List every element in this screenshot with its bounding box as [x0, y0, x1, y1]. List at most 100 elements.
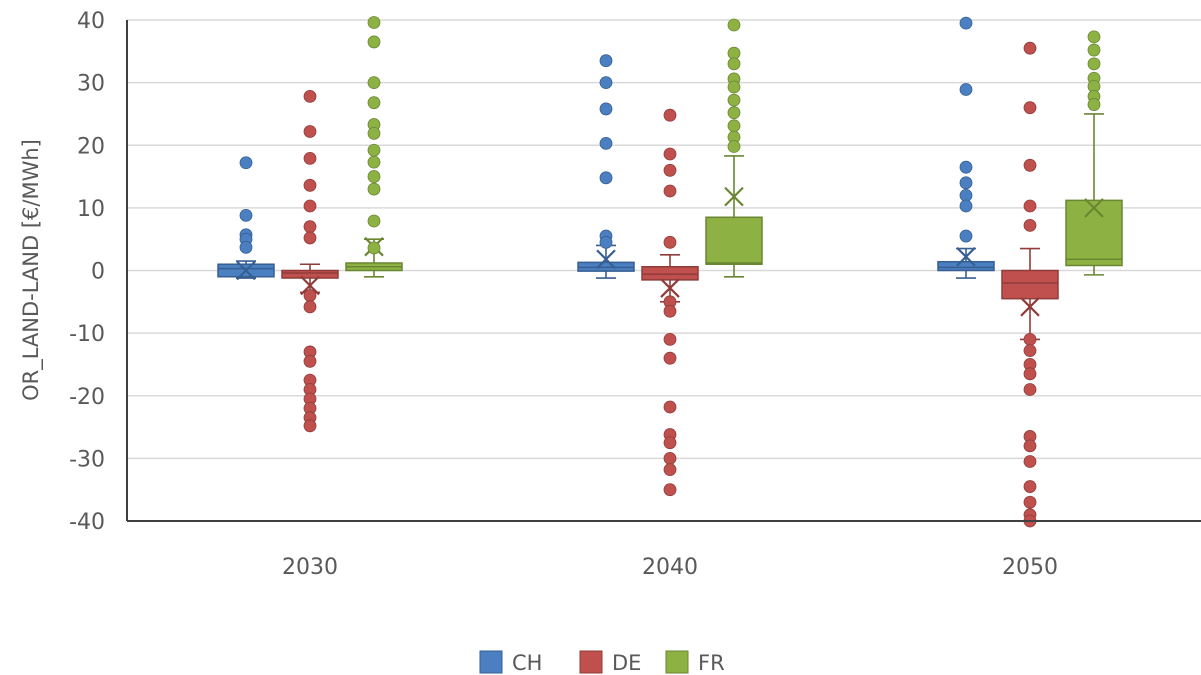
- y-tick-label: 10: [77, 197, 105, 222]
- outlier-point: [1023, 101, 1037, 115]
- gridlines: [127, 19, 1201, 460]
- outlier-point: [1023, 41, 1037, 55]
- mean-marker: [660, 278, 680, 298]
- outlier-point: [663, 400, 677, 414]
- outlier-point: [367, 182, 381, 196]
- outlier-point: [303, 199, 317, 213]
- mean-marker: [596, 249, 616, 270]
- outlier-point: [663, 184, 677, 198]
- outlier-point: [367, 214, 381, 228]
- outlier-point: [727, 80, 741, 94]
- outlier-point: [663, 108, 677, 122]
- outlier-point: [367, 126, 381, 140]
- outlier-point: [303, 231, 317, 245]
- legend-swatch: [579, 650, 603, 674]
- outlier-point: [663, 147, 677, 161]
- box-de-2050: [1001, 41, 1059, 528]
- box: [281, 269, 339, 279]
- outlier-point: [303, 289, 317, 302]
- box-fr-2050: [1065, 30, 1123, 276]
- outlier-point: [727, 46, 741, 60]
- y-tick-label: 0: [91, 260, 105, 285]
- box-fr-2040: [705, 18, 763, 278]
- legend-swatch: [665, 650, 689, 674]
- box: [1001, 269, 1059, 300]
- y-tick-label: -30: [69, 447, 105, 472]
- outlier-point: [1087, 43, 1101, 57]
- outlier-point: [959, 83, 973, 96]
- outlier-point: [663, 332, 677, 346]
- outlier-point: [239, 240, 253, 254]
- outlier-point: [367, 241, 381, 255]
- series-ch: [217, 16, 995, 281]
- outlier-point: [303, 125, 317, 138]
- legend-label: DE: [612, 651, 641, 675]
- outlier-point: [1023, 367, 1037, 381]
- outlier-point: [599, 54, 613, 68]
- outlier-point: [1023, 219, 1037, 232]
- box-ch-2040: [577, 54, 635, 279]
- x-tick-label: 2040: [642, 555, 698, 580]
- series-fr: [345, 16, 1123, 278]
- outlier-point: [663, 351, 677, 365]
- mean-marker: [956, 246, 976, 267]
- outlier-point: [727, 93, 741, 107]
- outlier-point: [367, 170, 381, 183]
- outlier-point: [1087, 57, 1101, 71]
- outlier-point: [1023, 495, 1037, 509]
- legend-label: FR: [698, 651, 725, 675]
- outlier-point: [663, 483, 677, 497]
- outlier-point: [239, 208, 253, 222]
- outlier-point: [663, 235, 677, 249]
- box: [641, 265, 699, 281]
- outlier-point: [367, 76, 381, 90]
- outlier-point: [959, 199, 973, 213]
- outlier-point: [959, 176, 973, 190]
- outlier-point: [663, 163, 677, 177]
- y-tick-label: 20: [77, 134, 105, 159]
- outlier-point: [1023, 383, 1037, 396]
- y-tick-label: 30: [77, 72, 105, 97]
- box-de-2040: [641, 108, 699, 497]
- outlier-point: [1087, 98, 1101, 111]
- outlier-point: [663, 463, 677, 477]
- outlier-point: [239, 156, 253, 170]
- x-tick-label: 2030: [282, 555, 338, 580]
- outlier-point: [959, 160, 973, 174]
- outlier-point: [303, 419, 317, 433]
- legend-label: CH: [512, 651, 542, 675]
- box-de-2030: [281, 90, 339, 433]
- outlier-point: [367, 143, 381, 157]
- outlier-point: [367, 96, 381, 110]
- outlier-point: [367, 155, 381, 169]
- outlier-point: [663, 436, 677, 450]
- outlier-point: [303, 90, 317, 103]
- outlier-point: [1023, 332, 1037, 346]
- legend-item-de: DE: [579, 650, 641, 675]
- outlier-point: [599, 102, 613, 116]
- x-tick-label: 2050: [1002, 555, 1058, 580]
- outlier-point: [1023, 158, 1037, 172]
- outlier-point: [959, 229, 973, 243]
- box-ch-2050: [937, 16, 995, 279]
- y-axis-tick-labels: 40 30 20 10 0 -10 -20 -30 -40: [69, 9, 105, 535]
- box-ch-2030: [217, 156, 275, 281]
- series: [217, 16, 1123, 528]
- outlier-point: [727, 57, 741, 71]
- outlier-point: [367, 35, 381, 49]
- x-axis-tick-labels: 2030 2040 2050: [282, 555, 1058, 580]
- outlier-point: [727, 106, 741, 120]
- outlier-point: [727, 140, 741, 153]
- outlier-point: [303, 300, 317, 314]
- mean-marker: [236, 260, 256, 281]
- outlier-point: [599, 171, 613, 185]
- legend: CH DE FR: [479, 650, 725, 675]
- outlier-point: [1087, 30, 1101, 44]
- mean-marker: [1084, 198, 1104, 218]
- mean-marker: [300, 275, 320, 296]
- outlier-point: [959, 16, 973, 30]
- outlier-point: [1023, 439, 1037, 453]
- y-tick-label: -10: [69, 322, 105, 347]
- outlier-point: [1023, 480, 1037, 493]
